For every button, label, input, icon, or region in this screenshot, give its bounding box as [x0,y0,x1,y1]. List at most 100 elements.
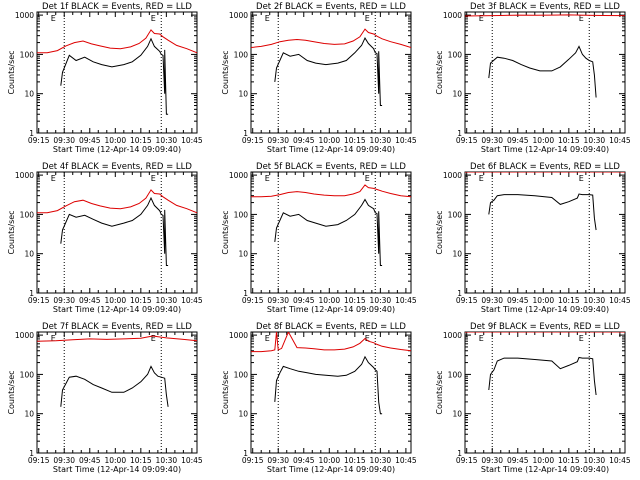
x-tick-label: 09:15 [456,296,478,305]
x-tick-label: 09:30 [481,136,503,145]
panel-title: Det 4f BLACK = Events, RED = LLD [42,162,192,172]
lld-series-line [37,189,197,214]
x-tick-label: 10:45 [609,456,631,465]
y-tick-label: 100 [20,210,35,219]
y-tick-label: 10 [238,250,248,259]
y-axis-label: Counts/sec [435,50,444,94]
y-tick-label: 10 [238,90,248,99]
x-tick-label: 10:30 [156,296,178,305]
panel-det-9: Det 9f BLACK = Events, RED = LLD 1 10 100 10… [435,322,631,474]
x-tick-label: 10:30 [156,136,178,145]
x-tick-label: 09:30 [267,136,289,145]
y-tick-label: 1000 [229,11,248,20]
y-tick-label: 100 [20,50,35,59]
x-tick-label: 09:30 [53,456,75,465]
x-tick-label: 09:30 [267,296,289,305]
x-axis-label: Start Time (12-Apr-14 09:09:40) [267,145,395,154]
events-series-line [60,196,169,266]
x-tick-label: 10:00 [318,296,340,305]
lld-series-line [37,335,197,342]
y-tick-label: 1000 [443,171,462,180]
plot-frame [250,11,412,134]
x-tick-label: 09:45 [293,136,315,145]
y-axis-label: Counts/sec [7,50,16,94]
x-tick-label: 10:30 [370,136,392,145]
x-tick-label: 09:15 [28,136,50,145]
y-tick-label: 1000 [229,331,248,340]
y-tick-label: 1 [457,449,462,458]
events-series-line [60,37,169,115]
y-tick-label: 1 [243,449,248,458]
y-tick-label: 100 [448,50,463,59]
x-tick-label: 09:30 [53,296,75,305]
lld-series-line [37,29,197,54]
x-tick-label: 10:30 [584,296,606,305]
event-marker-label: E [151,334,156,343]
y-axis-label: Counts/sec [221,370,230,414]
x-tick-label: 10:30 [156,456,178,465]
x-tick-label: 10:15 [130,136,152,145]
event-marker-label: E [151,14,156,23]
y-tick-label: 1 [29,129,34,138]
y-tick-label: 1 [243,289,248,298]
lld-series-line [465,14,625,17]
event-marker-label: E [479,14,484,23]
x-tick-label: 10:30 [370,456,392,465]
x-axis-label: Start Time (12-Apr-14 09:09:40) [481,305,609,314]
panel-det-4: Det 4f BLACK = Events, RED = LLD 1 10 100 10… [7,162,203,314]
x-tick-label: 10:45 [395,136,417,145]
x-tick-label: 10:00 [318,456,340,465]
plot-frame [464,331,626,454]
y-tick-label: 10 [452,90,462,99]
events-series-line [488,356,597,396]
x-tick-label: 10:45 [609,296,631,305]
y-axis-label: Counts/sec [435,370,444,414]
x-tick-label: 09:45 [293,456,315,465]
panel-title: Det 9f BLACK = Events, RED = LLD [470,322,620,332]
y-axis-label: Counts/sec [221,210,230,254]
x-tick-label: 10:00 [532,456,554,465]
x-axis-label: Start Time (12-Apr-14 09:09:40) [481,465,609,474]
x-axis-label: Start Time (12-Apr-14 09:09:40) [53,145,181,154]
y-tick-label: 1000 [443,11,462,20]
lld-series-line [251,332,411,353]
panel-det-3: Det 3f BLACK = Events, RED = LLD 1 10 100 10… [435,2,631,154]
event-marker-label: E [51,174,56,183]
event-marker-label: E [579,334,584,343]
y-tick-label: 1 [29,289,34,298]
plot-frame [36,171,198,294]
x-tick-label: 09:45 [507,296,529,305]
y-tick-label: 10 [452,250,462,259]
x-tick-label: 09:15 [28,456,50,465]
panel-det-1: Det 1f BLACK = Events, RED = LLD 1 10 100 10… [7,2,203,154]
y-axis-label: Counts/sec [7,210,16,254]
y-tick-label: 100 [234,370,249,379]
panel-det-2: Det 2f BLACK = Events, RED = LLD 1 10 100 10… [221,2,417,154]
y-tick-label: 100 [20,370,35,379]
x-tick-label: 10:15 [344,136,366,145]
y-tick-label: 10 [24,90,34,99]
x-axis-label: Start Time (12-Apr-14 09:09:40) [53,465,181,474]
x-tick-label: 10:30 [584,456,606,465]
x-tick-label: 09:15 [242,136,264,145]
event-marker-label: E [51,334,56,343]
panel-det-8: Det 8f BLACK = Events, RED = LLD 1 10 100 10… [221,322,417,474]
x-tick-label: 09:30 [481,296,503,305]
event-marker-label: E [365,14,370,23]
y-tick-label: 100 [234,210,249,219]
y-tick-label: 10 [238,410,248,419]
x-tick-label: 10:00 [104,136,126,145]
event-marker-label: E [579,174,584,183]
x-tick-label: 09:30 [481,456,503,465]
x-tick-label: 10:00 [532,296,554,305]
y-tick-label: 1000 [443,331,462,340]
x-tick-label: 10:00 [532,136,554,145]
event-marker-label: E [365,174,370,183]
y-tick-label: 10 [452,410,462,419]
x-tick-label: 09:15 [242,296,264,305]
plot-frame [36,11,198,134]
event-marker-label: E [579,14,584,23]
plot-frame [464,171,626,294]
plot-frame [250,331,412,454]
